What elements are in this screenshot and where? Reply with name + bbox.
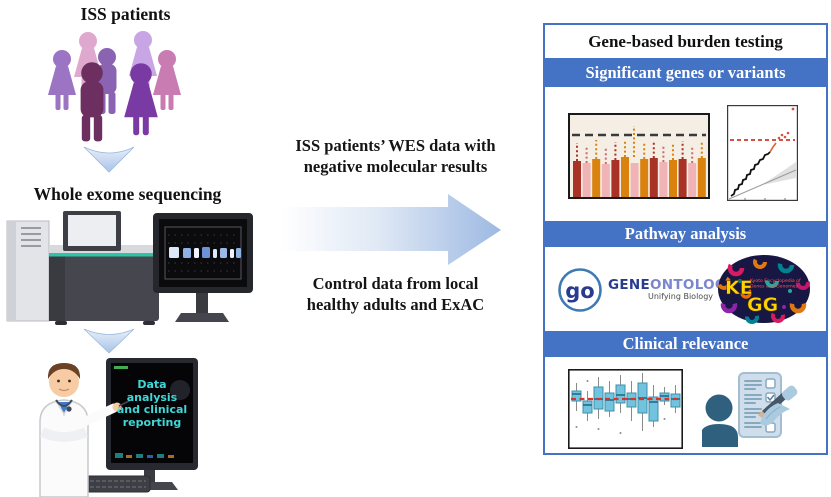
wes-data-label-line1: ISS patients’ WES data with xyxy=(295,136,496,155)
doctor-at-monitor-icon xyxy=(39,358,198,497)
gene-ontology-name-bold: GENE xyxy=(608,277,651,293)
wes-data-label-line2: negative molecular results xyxy=(303,157,488,176)
flow-arrow-right-icon xyxy=(281,194,501,265)
kegg-letters-top: KE xyxy=(725,277,753,299)
gene-ontology-logo: go GENEONTOLOGY Unifying Biology xyxy=(557,267,736,313)
clinician-checklist-icon xyxy=(702,372,798,447)
qq-plot-icon xyxy=(727,105,798,201)
down-arrow-icon xyxy=(83,328,135,354)
doctor-monitor-line: and clinical xyxy=(116,403,188,416)
section-pathway: go GENEONTOLOGY Unifying Biology xyxy=(545,247,826,331)
kegg-letters-bottom: GG xyxy=(747,294,778,316)
doctor-monitor-line: Data xyxy=(137,378,167,391)
doctor-monitor-line: reporting xyxy=(122,415,182,429)
doctor-monitor-line: analysis xyxy=(126,390,178,404)
patients-group-icon xyxy=(48,31,181,142)
gene-ontology-name-light: ONTOLOGY xyxy=(650,277,737,293)
wes-label: Whole exome sequencing xyxy=(33,184,222,204)
results-panel: Gene-based burden testing Significant ge… xyxy=(543,23,828,455)
section-bar-significant-genes: Significant genes or variants xyxy=(545,58,826,87)
section-bar-clinical: Clinical relevance xyxy=(545,331,826,357)
kegg-subtext-line1: Kyoto Encyclopedia of xyxy=(750,278,801,284)
doctor-monitor-text: Data analysis and clinical reporting xyxy=(111,363,193,463)
boxplot-icon xyxy=(568,369,683,449)
gene-ontology-circle-icon: go xyxy=(558,268,602,312)
manhattan-plot-icon xyxy=(568,113,710,199)
control-data-label-line1: Control data from local xyxy=(312,274,479,293)
wes-data-label: ISS patients’ WES data with negative mol… xyxy=(268,135,523,177)
down-arrow-icon xyxy=(83,146,135,173)
section-bar-pathway: Pathway analysis xyxy=(545,221,826,247)
section-significant-genes xyxy=(545,87,826,221)
control-data-label: Control data from local healthy adults a… xyxy=(268,273,523,315)
gene-ontology-text: GENEONTOLOGY Unifying Biology xyxy=(608,278,736,302)
panel-header: Gene-based burden testing xyxy=(588,31,783,51)
gene-ontology-glyph: go xyxy=(565,279,594,303)
iss-patients-label: ISS patients xyxy=(80,4,171,24)
control-data-label-line2: healthy adults and ExAC xyxy=(306,295,485,314)
gene-ontology-tagline: Unifying Biology xyxy=(648,292,714,301)
section-clinical xyxy=(545,357,826,453)
kegg-subtext-line2: Genes and Genomes xyxy=(750,284,798,290)
sequencer-machine-icon xyxy=(6,211,253,325)
kegg-logo: KE GG Kyoto Encyclopedia of Genes and Ge… xyxy=(717,255,810,324)
